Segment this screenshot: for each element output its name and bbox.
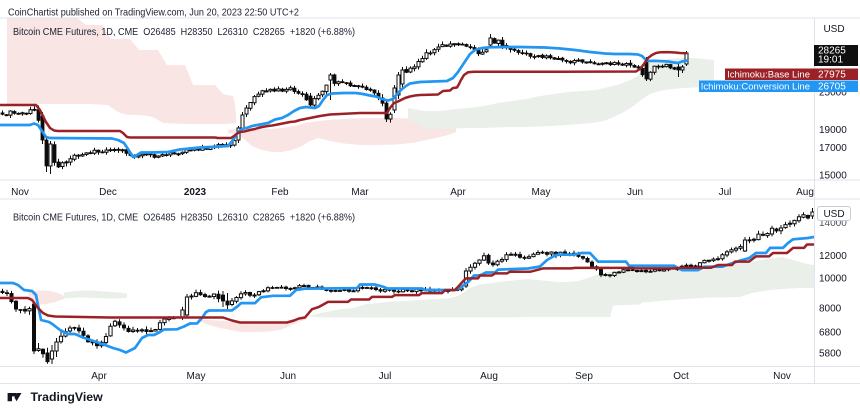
svg-text:Apr: Apr [91,371,107,382]
svg-text:Sep: Sep [575,371,593,382]
svg-text:Oct: Oct [673,371,689,382]
svg-text:19000: 19000 [819,125,847,136]
svg-text:Feb: Feb [271,187,289,198]
svg-text:17000: 17000 [819,143,847,154]
svg-text:Dec: Dec [99,187,117,198]
svg-text:10000: 10000 [819,274,847,285]
svg-text:Mar: Mar [351,187,369,198]
svg-text:27975: 27975 [818,70,846,81]
svg-text:28265: 28265 [818,46,846,57]
svg-text:TradingView: TradingView [31,390,104,404]
svg-text:Jul: Jul [719,187,732,198]
svg-text:5800: 5800 [819,349,842,360]
svg-text:USD: USD [823,24,844,35]
svg-text:Ichimoku:Conversion Line: Ichimoku:Conversion Line [701,82,810,93]
svg-text:19:01: 19:01 [818,55,843,66]
svg-text:CoinChartist published on Trad: CoinChartist published on TradingView.co… [8,7,299,18]
svg-text:Bitcoin CME Futures, 1D, CME: Bitcoin CME Futures, 1D, CME O26485 H283… [13,213,355,224]
svg-text:Aug: Aug [480,371,498,382]
svg-text:Jul: Jul [379,371,392,382]
svg-text:Bitcoin CME Futures, 1D, CME: Bitcoin CME Futures, 1D, CME O26485 H283… [13,27,355,38]
svg-text:12000: 12000 [819,251,847,262]
svg-text:Jun: Jun [280,371,296,382]
svg-text:May: May [187,371,206,382]
svg-text:USD: USD [823,209,844,220]
svg-text:15000: 15000 [819,171,847,182]
svg-text:25000: 25000 [819,88,847,99]
svg-text:14000: 14000 [819,218,847,229]
svg-text:26705: 26705 [818,82,846,93]
svg-text:6800: 6800 [819,328,842,339]
svg-text:8000: 8000 [819,304,842,315]
svg-text:Aug: Aug [796,187,814,198]
svg-text:Apr: Apr [450,187,466,198]
svg-text:Nov: Nov [773,371,791,382]
svg-text:May: May [532,187,551,198]
svg-text:Ichimoku:Base Line: Ichimoku:Base Line [727,70,810,81]
svg-text:Nov: Nov [11,187,29,198]
svg-text:Jun: Jun [627,187,643,198]
svg-text:2023: 2023 [184,187,207,198]
